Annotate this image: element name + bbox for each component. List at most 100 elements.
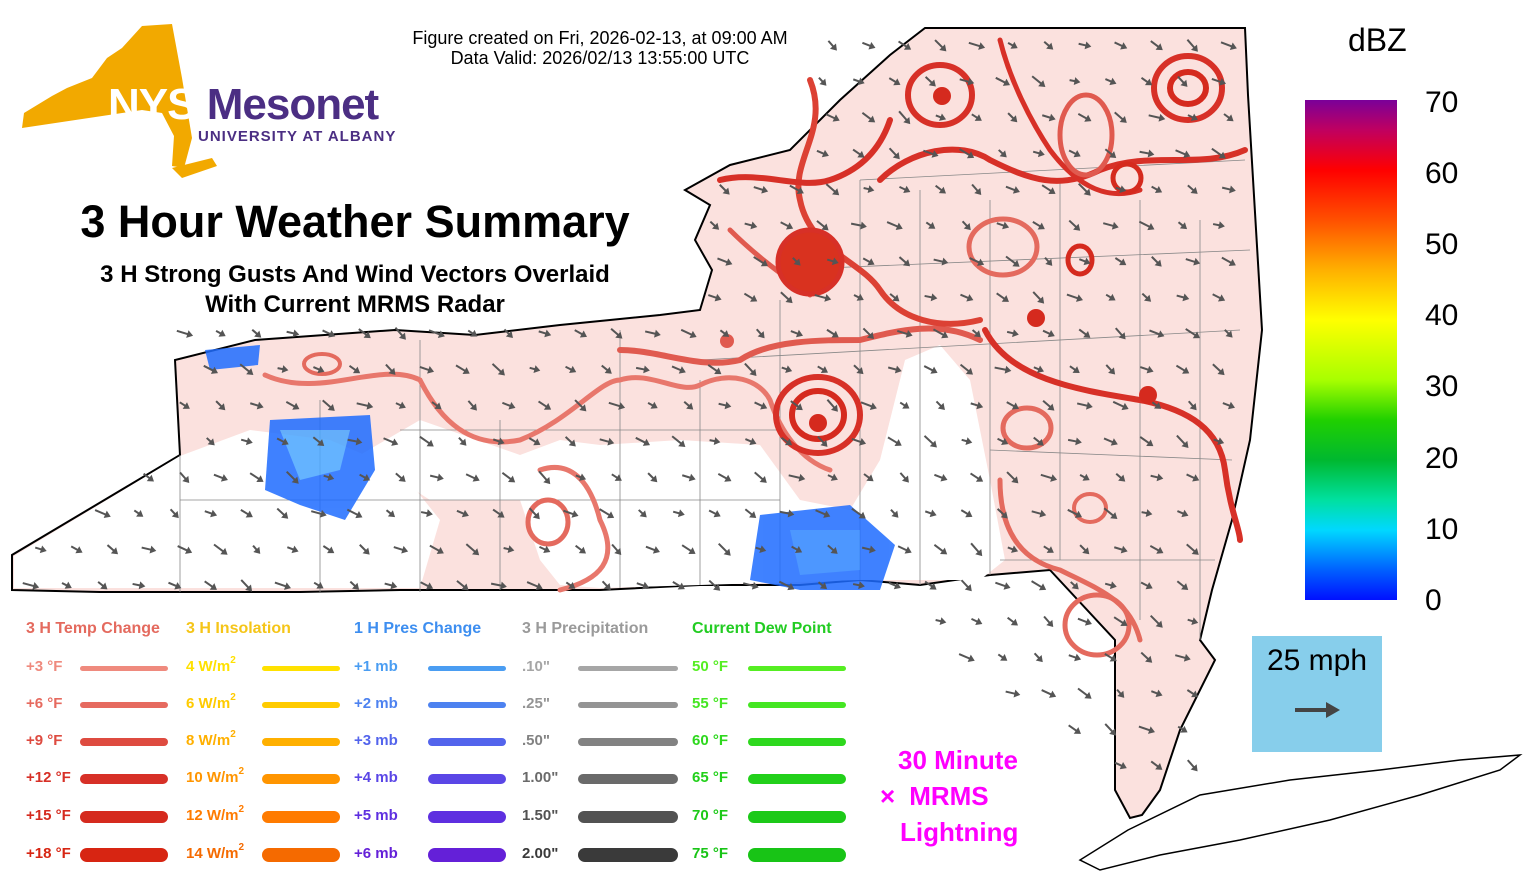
wind-vector: [1221, 256, 1236, 266]
lightning-legend: 30 Minute × MRMS Lightning: [880, 742, 1060, 850]
wind-vector: [995, 581, 1011, 590]
legend-label-temp: +3 °F: [26, 658, 63, 675]
wind-vector: [1140, 365, 1154, 374]
wind-vector: [1149, 614, 1163, 628]
wind-vector: [996, 508, 1008, 519]
wind-scale-label: 25 mph: [1266, 644, 1368, 677]
subtitle-line-2: With Current MRMS Radar: [205, 291, 505, 318]
wind-vector: [779, 509, 795, 518]
wind-vector: [359, 544, 370, 555]
wind-vector: [1069, 77, 1081, 86]
wind-vector: [143, 472, 154, 482]
wind-vector: [539, 545, 551, 554]
nys-state-logo-icon: [22, 24, 217, 178]
wind-vector: [816, 149, 829, 158]
wind-vector: [1007, 616, 1018, 626]
legend-label-dewpoint: 75 °F: [692, 845, 729, 862]
wind-vector: [1042, 329, 1055, 338]
colorbar-tick: 40: [1425, 299, 1459, 332]
wind-vector: [960, 579, 972, 592]
wind-vector: [419, 435, 434, 447]
wind-vector: [348, 365, 361, 374]
wind-vector: [490, 581, 507, 590]
wind-vector: [996, 292, 1009, 302]
logo-nys: NYS: [108, 80, 196, 129]
colorbar-tick: 20: [1425, 442, 1459, 475]
legend-line-insolation: [262, 811, 340, 823]
wind-vector: [827, 40, 837, 51]
wind-vector: [645, 545, 660, 554]
wind-vector: [1185, 328, 1200, 339]
wind-vector: [1140, 77, 1153, 86]
wind-vector: [1033, 365, 1044, 373]
wind-vector: [1175, 364, 1190, 374]
wind-vector: [574, 329, 587, 338]
wind-vector: [791, 545, 803, 553]
wind-vector: [935, 400, 945, 410]
wind-vector: [204, 509, 218, 518]
wind-vector: [1140, 581, 1153, 590]
wind-vector: [717, 472, 732, 482]
wind-vector: [971, 329, 981, 338]
wind-vector: [888, 147, 900, 160]
lightning-line-3: Lightning: [900, 817, 1019, 847]
wind-vector: [310, 509, 327, 518]
logo-wordmark: NYS Mesonet: [108, 80, 379, 130]
wind-vector: [862, 327, 875, 340]
wind-vector: [206, 437, 215, 446]
wind-vector: [538, 400, 552, 410]
wind-vector: [997, 653, 1008, 661]
wind-vector: [719, 329, 730, 337]
wind-vector: [1042, 399, 1055, 411]
wind-vector: [492, 437, 505, 446]
wind-vector: [1005, 185, 1020, 194]
wind-vector: [961, 437, 973, 445]
wind-vector: [1077, 112, 1092, 122]
legend-label-insolation: 12 W/m2: [186, 804, 245, 824]
wind-vector: [743, 292, 758, 302]
legend-label-temp: +15 °F: [26, 807, 71, 824]
wind-vector: [94, 509, 111, 519]
wind-vector: [240, 579, 253, 592]
legend-label-insolation: 10 W/m2: [186, 766, 245, 786]
legend-line-insolation: [262, 848, 340, 862]
wind-vector: [683, 400, 694, 410]
wind-vector: [179, 401, 190, 409]
wind-vector: [1067, 508, 1083, 518]
legend-label-precip: 1.50": [522, 807, 559, 824]
wind-vector: [61, 581, 72, 589]
wind-vector: [1067, 437, 1082, 446]
wind-vector: [827, 544, 838, 554]
legend-line-precip: [578, 774, 678, 784]
wind-vector: [538, 470, 551, 485]
page-subtitle: 3 H Strong Gusts And Wind Vectors Overla…: [20, 260, 690, 320]
wind-vector: [961, 220, 971, 231]
page-title: 3 Hour Weather Summary: [80, 196, 630, 247]
wind-vector: [1187, 617, 1199, 625]
wind-vector: [970, 472, 984, 482]
wind-vector: [393, 545, 409, 554]
legend-label-insolation: 6 W/m2: [186, 692, 236, 712]
wind-vector: [1104, 723, 1117, 736]
legend-label-precip: .10": [522, 658, 550, 675]
wind-vector: [815, 509, 831, 518]
wind-vector: [1031, 580, 1047, 591]
wind-vector: [1151, 256, 1162, 267]
wind-vector: [851, 507, 866, 519]
wind-vector: [1105, 293, 1116, 301]
wind-vector: [1151, 185, 1163, 193]
radar-echoes: [205, 345, 895, 590]
wind-vector: [959, 148, 975, 159]
colorbar: [1305, 100, 1397, 600]
wind-vector: [899, 185, 911, 194]
wind-vector: [681, 544, 696, 554]
wind-vector: [1151, 401, 1162, 409]
wind-vector: [850, 221, 867, 230]
wind-vector: [888, 581, 901, 590]
wind-vector: [1006, 471, 1019, 484]
arrow-right-icon: [1295, 702, 1340, 718]
wind-vector: [385, 363, 396, 375]
wind-vector: [465, 543, 480, 556]
wind-vector: [860, 401, 877, 410]
wind-vector: [1141, 509, 1153, 518]
